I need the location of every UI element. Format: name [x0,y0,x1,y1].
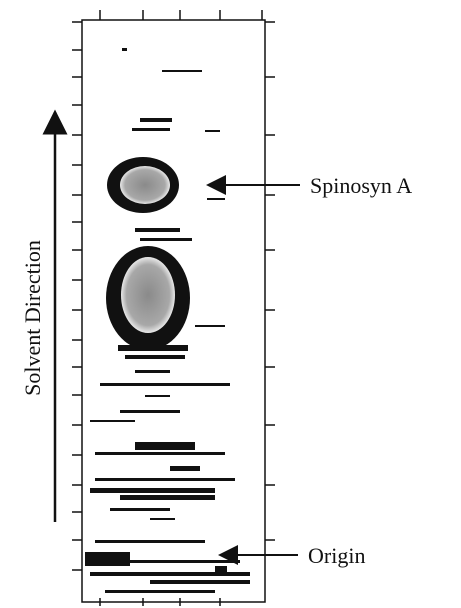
ticks [72,10,275,606]
streaks [85,48,250,593]
spot-label: Spinosyn A [310,173,412,198]
spots [106,157,190,350]
axis-label: Solvent Direction [20,240,45,396]
origin-label: Origin [308,543,365,568]
plate [72,10,275,606]
